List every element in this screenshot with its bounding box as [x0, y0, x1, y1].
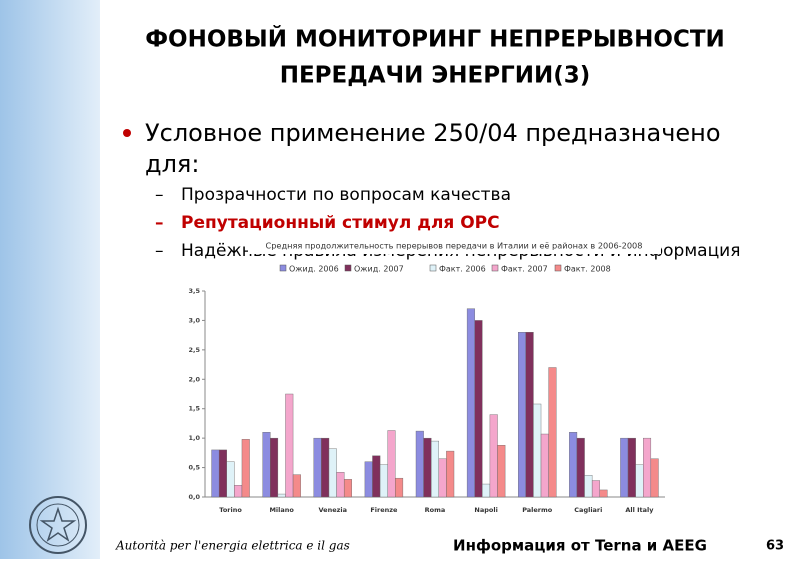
bar	[591, 480, 600, 498]
bar	[474, 320, 483, 498]
bar	[379, 464, 388, 498]
bar	[226, 461, 235, 498]
y-tick-label: 1,5	[188, 405, 200, 413]
dash: –	[155, 241, 164, 261]
bar	[599, 489, 608, 498]
bar	[262, 432, 271, 498]
legend-swatch	[344, 264, 352, 272]
bar	[277, 493, 286, 498]
bar	[415, 430, 424, 498]
legend-swatch	[279, 264, 287, 272]
bar	[446, 450, 455, 498]
bar	[336, 472, 345, 498]
legend-label: Ожид. 2007	[354, 265, 404, 274]
subbullet: Репутационный стимул для ОРС	[181, 213, 500, 233]
bar	[643, 437, 652, 498]
chart: Средняя продолжительность перерывов пере…	[188, 237, 665, 514]
x-tick-label: Milano	[269, 506, 294, 514]
bar	[525, 332, 534, 498]
bar	[285, 393, 294, 498]
bar	[540, 433, 549, 498]
bar	[431, 440, 440, 498]
y-tick-label: 1,0	[188, 434, 200, 442]
x-tick-label: Torino	[219, 506, 242, 514]
chart-title: Средняя продолжительность перерывов пере…	[266, 241, 643, 251]
bar	[576, 437, 585, 498]
x-tick-label: All Italy	[625, 506, 654, 514]
bar	[321, 437, 330, 498]
x-tick-label: Firenze	[370, 506, 398, 514]
bar	[466, 308, 475, 498]
bar	[569, 432, 578, 498]
bar	[584, 475, 593, 498]
bar	[497, 445, 506, 498]
bar	[423, 437, 432, 498]
bar	[218, 449, 227, 498]
bar	[343, 479, 352, 498]
y-tick-label: 3,0	[188, 316, 200, 324]
bar	[372, 455, 381, 498]
bar	[518, 332, 527, 498]
x-tick-label: Cagliari	[574, 506, 602, 514]
footer-left: Autorità per l'energia elettrica e il ga…	[115, 539, 350, 553]
legend-label: Факт. 2008	[564, 265, 611, 274]
bar	[489, 414, 498, 498]
bar	[533, 403, 542, 498]
bar	[313, 437, 322, 498]
bullet-text: для:	[145, 150, 199, 178]
x-tick-label: Venezia	[319, 506, 348, 514]
bar	[234, 485, 243, 498]
x-tick-label: Palermo	[522, 506, 553, 514]
bar	[438, 458, 447, 498]
bar	[241, 439, 250, 498]
page-number: 63	[766, 539, 784, 554]
bar	[635, 464, 644, 498]
subbullet: Прозрачности по вопросам качества	[181, 185, 511, 205]
bar	[292, 474, 301, 498]
bar	[270, 437, 279, 498]
bar	[620, 437, 629, 498]
chart-title-box	[248, 237, 661, 254]
bar	[387, 430, 396, 498]
legend-swatch	[429, 264, 437, 272]
y-tick-label: 0,0	[188, 493, 200, 501]
bullet-text: Условное применение 250/04 предназначено	[145, 119, 721, 147]
legend-label: Факт. 2006	[439, 265, 486, 274]
bar	[650, 458, 659, 498]
x-tick-label: Roma	[425, 506, 446, 514]
bullet-dot	[123, 129, 131, 137]
bar	[548, 367, 557, 498]
bar	[482, 483, 491, 498]
legend-label: Факт. 2007	[501, 265, 548, 274]
bar	[627, 437, 636, 498]
bar	[395, 477, 404, 498]
legend-box	[275, 261, 611, 276]
legend-swatch	[554, 264, 562, 272]
bar	[211, 449, 220, 498]
bar	[328, 448, 337, 498]
emblem	[29, 496, 87, 554]
legend-label: Ожид. 2006	[289, 265, 339, 274]
y-tick-label: 2,5	[188, 346, 200, 354]
legend-swatch	[491, 264, 499, 272]
title-line: ПЕРЕДАЧИ ЭНЕРГИИ(3)	[280, 63, 591, 89]
x-tick-label: Napoli	[474, 506, 497, 514]
y-tick-label: 3,5	[188, 287, 200, 295]
y-tick-label: 0,5	[188, 464, 200, 472]
y-tick-label: 2,0	[188, 375, 200, 383]
footer-center: Информация от Terna и AEEG	[453, 537, 707, 555]
dash: –	[155, 213, 164, 233]
bar	[364, 461, 373, 498]
dash: –	[155, 185, 164, 205]
title-line: ФОНОВЫЙ МОНИТОРИНГ НЕПРЕРЫВНОСТИ	[145, 25, 725, 53]
side-strip	[0, 0, 100, 559]
